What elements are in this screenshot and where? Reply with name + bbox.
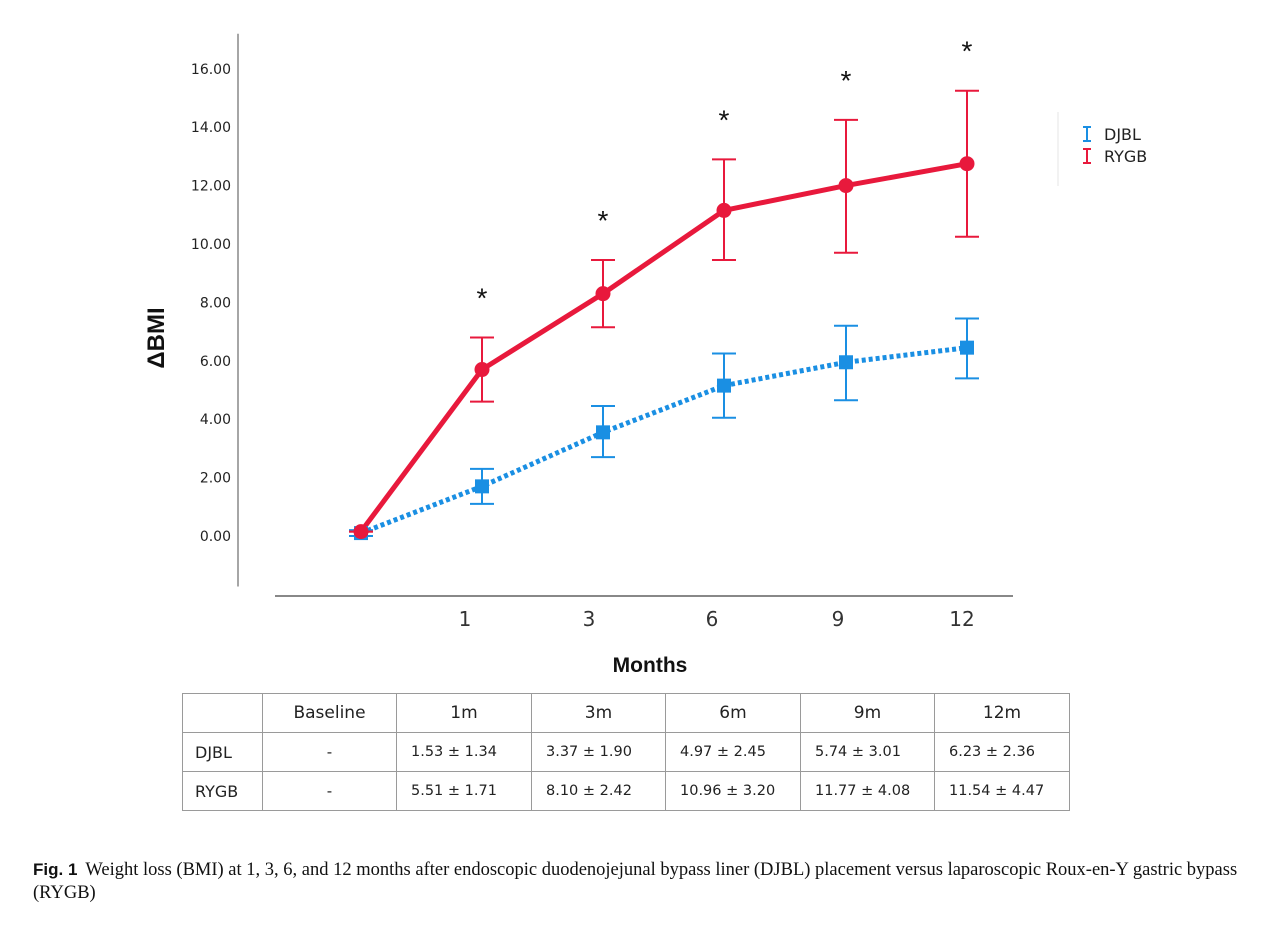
rygb-series-line (358, 161, 970, 535)
djbl-point (596, 425, 610, 440)
table-header-cell: 3m (531, 693, 666, 733)
table-row: RYGB - 5.51 ± 1.71 8.10 ± 2.42 10.96 ± 3… (182, 771, 1070, 811)
caption-text: Weight loss (BMI) at 1, 3, 6, and 12 mon… (33, 860, 1238, 903)
y-tick-label: 10.00 (191, 237, 231, 253)
y-tick-label: 6.00 (200, 354, 231, 370)
table-row: DJBL - 1.53 ± 1.34 3.37 ± 1.90 4.97 ± 2.… (182, 732, 1070, 772)
table-cell: 4.97 ± 2.45 (665, 732, 801, 772)
significance-star: * (719, 104, 730, 135)
significance-star: * (962, 36, 973, 67)
y-tick-label: 12.00 (191, 179, 231, 195)
djbl-point (717, 378, 731, 393)
figure-label: Fig. 1 (33, 860, 78, 879)
table-header-cell: 6m (665, 693, 801, 733)
rygb-point (716, 202, 732, 218)
table-header-cell: 1m (396, 693, 532, 733)
djbl-point (475, 479, 489, 494)
chart: 0.00 2.00 4.00 6.00 8.00 10.00 12.00 14.00 16.00… (143, 33, 1147, 677)
table-row-label: DJBL (182, 732, 263, 772)
table-cell: 1.53 ± 1.34 (396, 732, 532, 772)
table-header-cell: 12m (934, 693, 1070, 733)
y-tick-label: 2.00 (200, 471, 231, 487)
table-cell: 6.23 ± 2.36 (934, 732, 1070, 772)
rygb-point (353, 524, 369, 540)
x-tick-label: 1 (459, 607, 472, 631)
y-tick-label: 16.00 (191, 62, 231, 78)
table-cell: 11.77 ± 4.08 (800, 771, 935, 811)
y-tick-label: 0.00 (200, 529, 231, 545)
table-header-cell: 9m (800, 693, 935, 733)
table-cell: 5.51 ± 1.71 (396, 771, 532, 811)
table-cell: 10.96 ± 3.20 (665, 771, 801, 811)
table-cell: 11.54 ± 4.47 (934, 771, 1070, 811)
x-tick-label: 9 (832, 607, 845, 631)
x-axis-label: Months (613, 654, 688, 677)
y-tick-label: 8.00 (200, 295, 231, 311)
y-tick-label: 14.00 (191, 120, 231, 136)
table-header-cell (182, 693, 263, 733)
significance-star: * (841, 65, 852, 96)
rygb-point (959, 156, 975, 172)
y-axis-label: ΔBMI (143, 307, 170, 368)
table-cell: 5.74 ± 3.01 (800, 732, 935, 772)
rygb-legend-label: RYGB (1104, 147, 1147, 166)
significance-star: * (598, 205, 609, 236)
rygb-point (474, 362, 490, 378)
x-tick-label: 12 (949, 607, 974, 631)
djbl-legend-label: DJBL (1104, 125, 1141, 144)
table-row-label: RYGB (182, 771, 263, 811)
table-header-row: Baseline 1m 3m 6m 9m 12m (182, 693, 1070, 733)
djbl-point (839, 355, 853, 370)
data-table: Baseline 1m 3m 6m 9m 12m DJBL - 1.53 ± 1… (182, 693, 1070, 811)
table-header-cell: Baseline (262, 693, 397, 733)
significance-star: * (477, 282, 488, 313)
x-tick-label: 3 (583, 607, 596, 631)
rygb-point (838, 178, 854, 194)
x-tick-label: 6 (706, 607, 719, 631)
figure-caption: Fig. 1 Weight loss (BMI) at 1, 3, 6, and … (33, 858, 1248, 905)
table-cell: - (262, 732, 397, 772)
djbl-series-line (360, 345, 968, 536)
table-cell: - (262, 771, 397, 811)
djbl-point (960, 340, 974, 355)
rygb-point (595, 286, 611, 302)
table-cell: 3.37 ± 1.90 (531, 732, 666, 772)
table-cell: 8.10 ± 2.42 (531, 771, 666, 811)
y-tick-label: 4.00 (200, 412, 231, 428)
